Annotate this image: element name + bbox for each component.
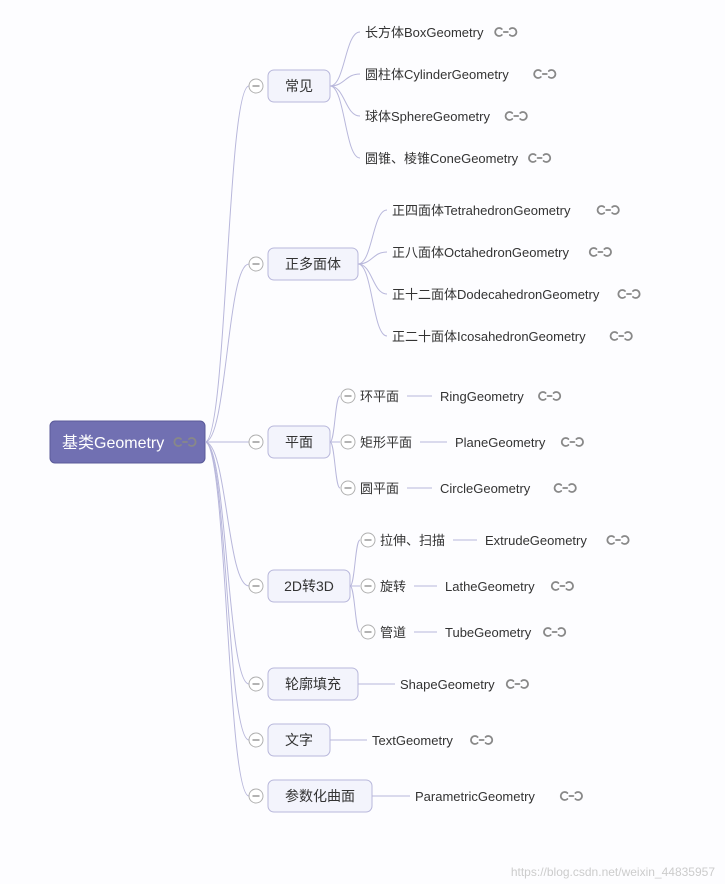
link-icon[interactable] xyxy=(611,332,632,340)
link-icon[interactable] xyxy=(555,484,576,492)
root-label: 基类Geometry xyxy=(62,434,164,452)
leaf-sublabel: TubeGeometry xyxy=(445,625,532,640)
leaf-label: TextGeometry xyxy=(372,733,453,748)
link-icon[interactable] xyxy=(539,392,560,400)
collapse-toggle[interactable] xyxy=(361,625,375,639)
leaf-sublabel: RingGeometry xyxy=(440,389,524,404)
link-icon[interactable] xyxy=(534,70,555,78)
collapse-toggle[interactable] xyxy=(361,533,375,547)
link-icon[interactable] xyxy=(618,290,639,298)
category-label: 常见 xyxy=(285,78,313,94)
category-label: 2D转3D xyxy=(284,578,334,594)
edge xyxy=(330,396,340,442)
category-label: 参数化曲面 xyxy=(285,788,355,804)
leaf-sublabel: PlaneGeometry xyxy=(455,435,546,450)
leaf-label: 正十二面体DodecahedronGeometry xyxy=(392,287,600,302)
collapse-toggle[interactable] xyxy=(249,789,263,803)
leaf-label: 旋转 xyxy=(380,579,406,594)
leaf-sublabel: LatheGeometry xyxy=(445,579,535,594)
watermark: https://blog.csdn.net/weixin_44835957 xyxy=(511,865,715,879)
edge xyxy=(205,442,249,740)
collapse-toggle[interactable] xyxy=(249,733,263,747)
collapse-toggle[interactable] xyxy=(249,677,263,691)
leaf-sublabel: CircleGeometry xyxy=(440,481,531,496)
category-label: 平面 xyxy=(285,434,313,450)
leaf-label: 环平面 xyxy=(360,389,399,404)
link-icon[interactable] xyxy=(607,536,628,544)
edge xyxy=(205,442,249,796)
edge xyxy=(358,264,387,336)
edge xyxy=(205,86,249,442)
edge xyxy=(350,540,360,586)
leaf-label: ShapeGeometry xyxy=(400,677,495,692)
collapse-toggle[interactable] xyxy=(341,481,355,495)
leaf-label: 圆平面 xyxy=(360,481,399,496)
link-icon[interactable] xyxy=(562,438,583,446)
leaf-label: 管道 xyxy=(380,625,406,640)
collapse-toggle[interactable] xyxy=(341,389,355,403)
link-icon[interactable] xyxy=(561,792,582,800)
edge xyxy=(330,86,360,158)
link-icon[interactable] xyxy=(495,28,516,36)
edge xyxy=(205,442,249,684)
collapse-toggle[interactable] xyxy=(249,435,263,449)
collapse-toggle[interactable] xyxy=(341,435,355,449)
edge xyxy=(330,32,360,86)
link-icon[interactable] xyxy=(544,628,565,636)
leaf-label: ParametricGeometry xyxy=(415,789,535,804)
edge xyxy=(358,210,387,264)
link-icon[interactable] xyxy=(471,736,492,744)
link-icon[interactable] xyxy=(506,112,527,120)
leaf-label: 圆锥、棱锥ConeGeometry xyxy=(365,151,519,166)
leaf-label: 球体SphereGeometry xyxy=(365,109,490,124)
edge xyxy=(330,86,360,116)
leaf-label: 正八面体OctahedronGeometry xyxy=(392,245,570,260)
link-icon[interactable] xyxy=(590,248,611,256)
edge xyxy=(205,264,249,442)
leaf-label: 矩形平面 xyxy=(360,435,412,450)
category-label: 轮廓填充 xyxy=(285,676,341,692)
edge xyxy=(330,442,340,488)
link-icon[interactable] xyxy=(598,206,619,214)
category-label: 正多面体 xyxy=(285,256,341,272)
collapse-toggle[interactable] xyxy=(249,579,263,593)
link-icon[interactable] xyxy=(529,154,550,162)
leaf-label: 正四面体TetrahedronGeometry xyxy=(392,203,571,218)
leaf-label: 拉伸、扫描 xyxy=(380,533,445,548)
edge xyxy=(350,586,360,632)
edge xyxy=(358,264,387,294)
mindmap-diagram: 基类Geometry 常见 长方体BoxGeometry 圆柱体CylinderGeo… xyxy=(0,0,725,884)
leaf-sublabel: ExtrudeGeometry xyxy=(485,533,587,548)
leaf-label: 圆柱体CylinderGeometry xyxy=(365,67,509,82)
link-icon[interactable] xyxy=(507,680,528,688)
leaf-label: 长方体BoxGeometry xyxy=(365,25,484,40)
collapse-toggle[interactable] xyxy=(249,79,263,93)
link-icon[interactable] xyxy=(552,582,573,590)
collapse-toggle[interactable] xyxy=(249,257,263,271)
category-label: 文字 xyxy=(285,732,313,748)
leaf-label: 正二十面体IcosahedronGeometry xyxy=(392,329,586,344)
collapse-toggle[interactable] xyxy=(361,579,375,593)
